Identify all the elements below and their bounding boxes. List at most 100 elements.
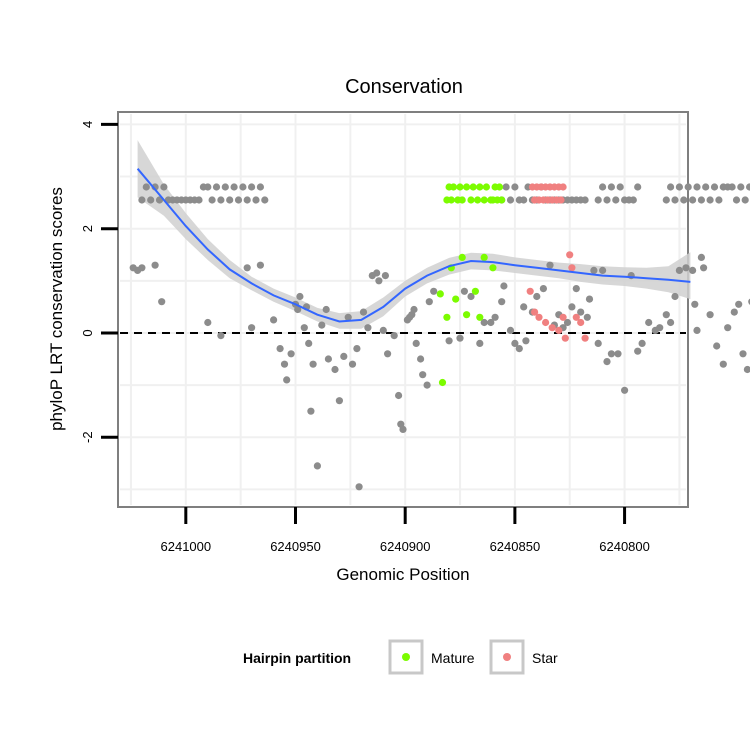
point-other [689,266,697,274]
point-other [359,308,368,316]
point-other [563,318,572,327]
point-other [261,196,269,204]
point-other [243,196,251,204]
point-other [607,350,616,358]
point-star [526,287,534,295]
point-other [309,360,317,368]
y-axis: -2 0 2 4 [80,121,118,443]
point-other [697,253,706,261]
x-axis: 6241000 6240950 6240900 6240850 6240800 [161,507,650,554]
point-mature [476,313,484,321]
point-other [724,324,732,332]
point-other [706,311,714,319]
point-star [572,313,580,321]
point-other [719,360,727,368]
point-other [384,350,392,358]
point-other [502,183,510,191]
point-other [256,261,264,269]
point-star [535,313,543,321]
point-other [741,196,749,204]
point-other [313,462,321,470]
point-other [300,324,308,332]
point-other [399,425,407,433]
point-other [713,342,721,350]
y-axis-label: phyloP LRT conservation scores [47,187,66,431]
point-other [511,339,519,347]
x-axis-label: Genomic Position [336,565,469,584]
point-mature [456,183,464,191]
point-other [700,264,708,272]
point-other [546,261,554,269]
point-other [682,264,690,272]
point-other [498,298,506,306]
point-mature [482,183,490,191]
point-mature [471,287,479,295]
point-mature [463,183,471,191]
point-other [138,196,146,204]
point-other [603,358,611,366]
point-other [476,339,484,347]
point-mature [474,196,482,204]
point-other [511,183,519,191]
point-other [335,397,343,405]
point-other [331,365,339,374]
point-mature [498,196,506,204]
point-other [348,360,357,368]
point-other [614,350,622,358]
legend-key-star [489,639,525,675]
point-other [500,282,508,290]
point-other [151,261,159,269]
point-other [675,266,684,274]
point-other [735,300,743,308]
point-mature [458,253,466,261]
point-other [419,371,427,379]
legend: Hairpin partition Mature Star [243,639,558,675]
point-other [283,376,291,384]
point-star [566,251,574,259]
point-other [243,264,251,272]
point-other [226,196,234,204]
point-other [739,350,747,358]
point-mature [489,264,497,272]
point-other [307,407,315,415]
point-other [680,196,688,204]
point-other [217,332,225,340]
point-mature [467,196,475,204]
point-star [555,326,563,334]
x-tick-label: 6240950 [270,539,321,554]
point-other [318,321,326,329]
point-other [607,183,616,191]
point-other [248,324,256,332]
point-other [412,339,420,347]
point-other [276,345,284,353]
point-mature [458,196,466,204]
y-tick-label: 2 [80,225,95,232]
point-other [577,308,585,316]
point-other [710,183,719,191]
point-other [671,292,679,301]
point-other [491,313,499,321]
point-other [590,266,598,274]
legend-dot-mature [402,653,410,661]
point-other [425,298,433,306]
point-other [324,355,332,363]
x-tick-label: 6241000 [161,539,212,554]
point-other [662,196,670,204]
x-tick-label: 6240900 [380,539,431,554]
point-other [239,183,247,191]
point-other [568,303,576,311]
point-star [568,264,576,272]
point-star [559,183,567,191]
point-other [340,352,348,360]
point-other [684,183,692,191]
confidence-band [137,140,691,329]
point-other [522,337,530,345]
point-other [460,287,468,295]
point-other [693,183,701,191]
point-other [280,360,289,368]
point-other [612,196,620,204]
point-other [634,347,642,355]
point-other [195,196,203,204]
point-other [728,183,736,191]
